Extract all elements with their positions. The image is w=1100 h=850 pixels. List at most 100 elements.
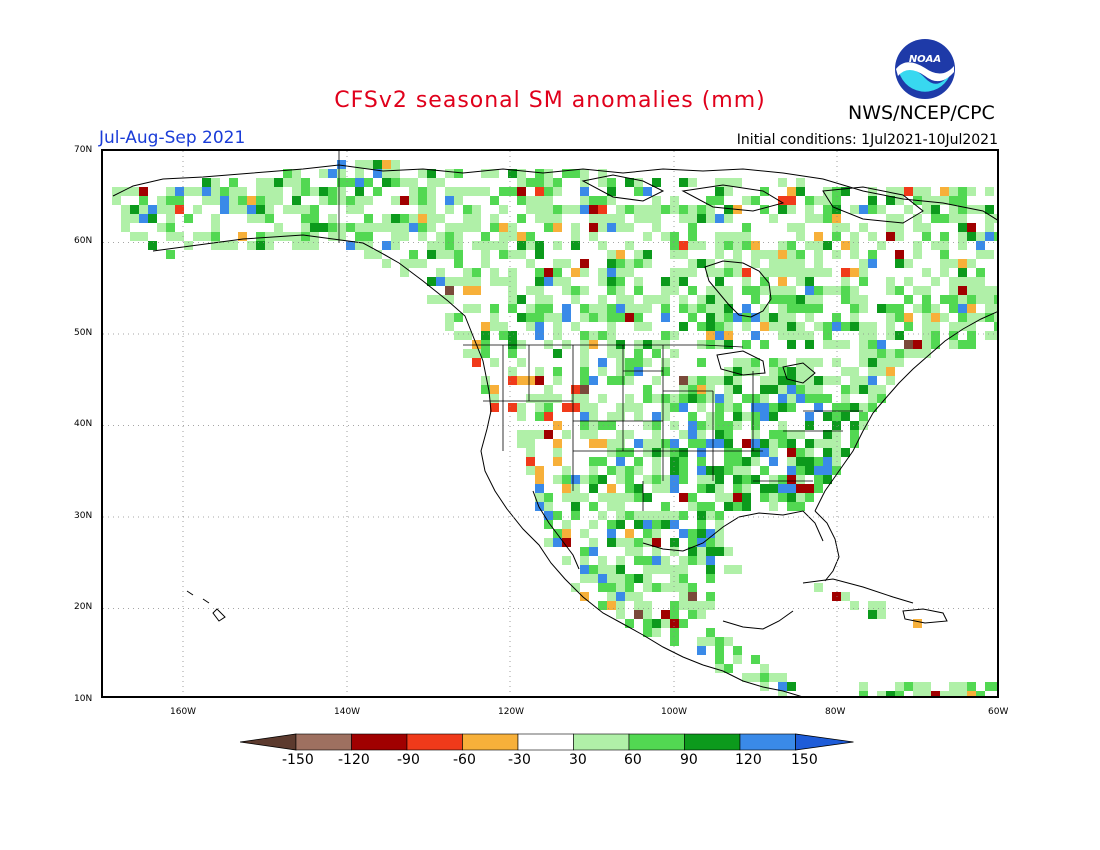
anomaly-cell [922, 304, 931, 313]
anomaly-cell [823, 187, 832, 196]
anomaly-cell [859, 376, 868, 385]
anomaly-cell [328, 223, 337, 232]
anomaly-cell [958, 223, 967, 232]
anomaly-cell [868, 349, 877, 358]
anomaly-cell [706, 385, 715, 394]
anomaly-cell [859, 259, 868, 268]
anomaly-cell [877, 349, 886, 358]
anomaly-cell [697, 538, 706, 547]
anomaly-cell [760, 403, 769, 412]
anomaly-cell [580, 376, 589, 385]
anomaly-cell [535, 412, 544, 421]
anomaly-cell [409, 214, 418, 223]
anomaly-cell [715, 187, 724, 196]
anomaly-cell [445, 205, 454, 214]
anomaly-cell [661, 403, 670, 412]
anomaly-cell [580, 556, 589, 565]
anomaly-cell [805, 214, 814, 223]
colorbar-label: -120 [338, 752, 370, 768]
anomaly-cell [706, 376, 715, 385]
anomaly-cell [688, 538, 697, 547]
anomaly-cell [814, 322, 823, 331]
anomaly-cell [796, 466, 805, 475]
anomaly-cell [310, 241, 319, 250]
anomaly-cell [544, 169, 553, 178]
anomaly-cell [598, 556, 607, 565]
anomaly-cell [274, 196, 283, 205]
anomaly-cell [760, 277, 769, 286]
anomaly-cell [652, 565, 661, 574]
anomaly-cell [544, 412, 553, 421]
anomaly-cell [751, 313, 760, 322]
anomaly-cell [544, 304, 553, 313]
anomaly-cell [517, 358, 526, 367]
anomaly-cell [787, 223, 796, 232]
anomaly-cell [832, 313, 841, 322]
anomaly-cell [967, 286, 976, 295]
anomaly-cell [967, 322, 976, 331]
anomaly-cell [760, 448, 769, 457]
anomaly-cell [967, 691, 976, 696]
anomaly-cell [976, 250, 985, 259]
anomaly-cell [607, 322, 616, 331]
anomaly-cell [832, 322, 841, 331]
anomaly-cell [544, 313, 553, 322]
anomaly-cell [922, 331, 931, 340]
anomaly-cell [751, 421, 760, 430]
anomaly-cell [895, 682, 904, 691]
anomaly-cell [634, 574, 643, 583]
anomaly-cell [670, 277, 679, 286]
anomaly-cell [643, 295, 652, 304]
anomaly-cell [868, 358, 877, 367]
anomaly-cell [535, 493, 544, 502]
anomaly-cell [526, 376, 535, 385]
anomaly-cell [598, 277, 607, 286]
anomaly-cell [706, 439, 715, 448]
anomaly-cell [895, 223, 904, 232]
anomaly-cell [526, 286, 535, 295]
anomaly-cell [589, 205, 598, 214]
anomaly-cell [616, 592, 625, 601]
anomaly-cell [364, 232, 373, 241]
anomaly-cell [391, 214, 400, 223]
anomaly-cell [616, 223, 625, 232]
anomaly-cell [535, 394, 544, 403]
anomaly-cell [301, 223, 310, 232]
anomaly-cell [805, 439, 814, 448]
anomaly-cell [994, 313, 997, 322]
anomaly-cell [814, 250, 823, 259]
anomaly-cell [472, 214, 481, 223]
anomaly-cell [724, 565, 733, 574]
anomaly-cell [544, 430, 553, 439]
anomaly-cell [418, 205, 427, 214]
anomaly-cell [778, 484, 787, 493]
anomaly-cell [589, 331, 598, 340]
anomaly-cell [454, 277, 463, 286]
anomaly-cell [706, 421, 715, 430]
anomaly-cell [751, 448, 760, 457]
anomaly-cell [553, 367, 562, 376]
anomaly-cell [697, 394, 706, 403]
anomaly-cell [796, 331, 805, 340]
anomaly-cell [553, 214, 562, 223]
anomaly-cell [958, 196, 967, 205]
anomaly-cell [688, 268, 697, 277]
anomaly-cell [778, 250, 787, 259]
anomaly-cell [112, 187, 121, 196]
anomaly-cell [841, 187, 850, 196]
anomaly-cell [400, 259, 409, 268]
anomaly-cell [796, 268, 805, 277]
anomaly-cell [634, 403, 643, 412]
anomaly-cell [706, 412, 715, 421]
anomaly-cell [805, 196, 814, 205]
anomaly-cell [868, 259, 877, 268]
anomaly-cell [580, 592, 589, 601]
anomaly-cell [481, 232, 490, 241]
anomaly-cell [472, 205, 481, 214]
anomaly-cell [886, 367, 895, 376]
anomaly-cell [301, 205, 310, 214]
anomaly-cell [967, 682, 976, 691]
anomaly-cell [769, 313, 778, 322]
anomaly-cell [814, 394, 823, 403]
anomaly-cell [562, 529, 571, 538]
